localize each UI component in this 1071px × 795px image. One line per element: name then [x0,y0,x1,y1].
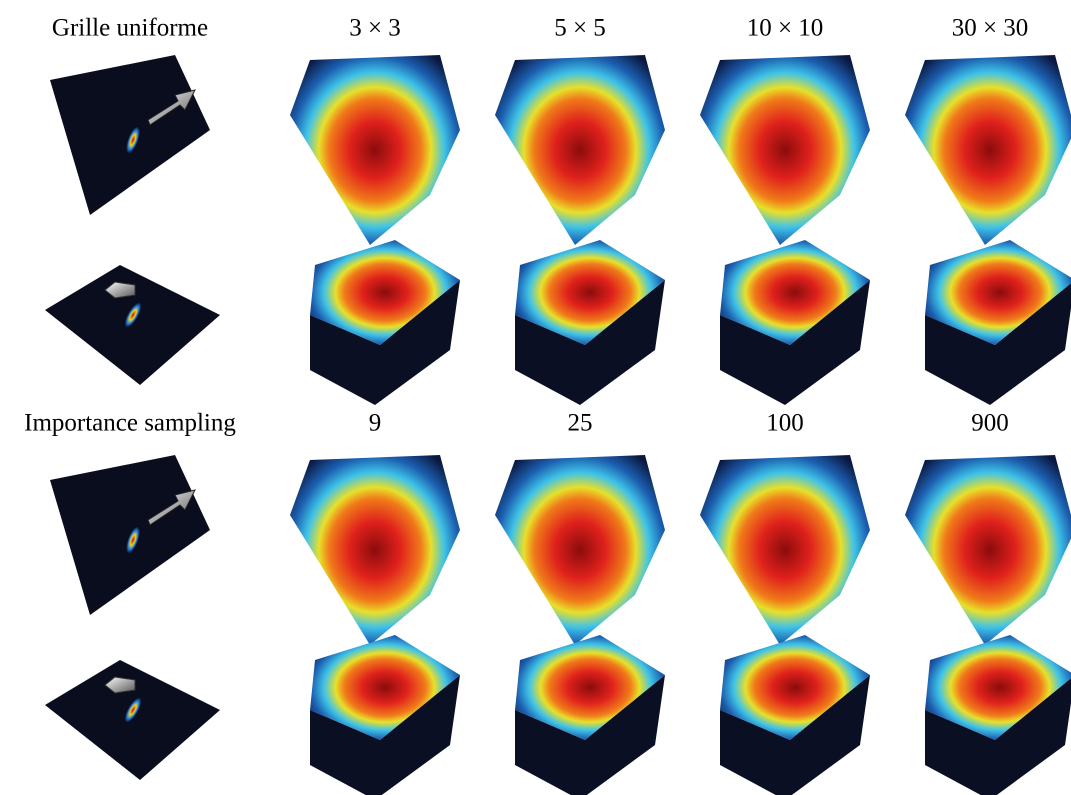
cube [495,55,665,245]
cube [905,455,1071,645]
cube [290,455,460,645]
cube [495,455,665,645]
column-label: 900 [971,410,1009,437]
light-arrow [147,489,196,526]
cube-side [515,280,665,405]
cube-side [925,678,1071,795]
cube [720,635,870,740]
column-label: 25 [568,410,593,437]
cube-side [720,675,870,795]
column-label: 5 × 5 [554,15,606,42]
cube [720,240,870,345]
column-label: 9 [369,410,382,437]
cube-side [925,283,1071,405]
cube [700,455,870,645]
light-arrow [104,281,136,299]
cube-side [515,675,665,795]
column-label: 100 [766,410,804,437]
cube [310,635,460,740]
light-spot [124,697,142,723]
cube [310,240,460,345]
cube [905,55,1071,245]
column-label: 3 × 3 [349,15,401,42]
cube-side [720,280,870,405]
row-label: Importance sampling [24,410,236,437]
cube [925,635,1071,740]
cube [290,55,460,245]
cube [700,55,870,245]
light-spot [124,302,142,328]
row-label: Grille uniforme [52,15,208,42]
light-spot [126,526,140,554]
cube [515,240,665,345]
cube [925,240,1071,345]
plane [45,660,220,780]
cube-side [310,280,460,405]
light-spot [126,126,140,154]
column-label: 30 × 30 [952,15,1029,42]
plane [45,265,220,385]
light-arrow [147,89,196,126]
light-arrow [104,676,136,694]
cube-side [310,675,460,795]
column-label: 10 × 10 [747,15,824,42]
cube [515,635,665,740]
renderings [45,55,1071,795]
